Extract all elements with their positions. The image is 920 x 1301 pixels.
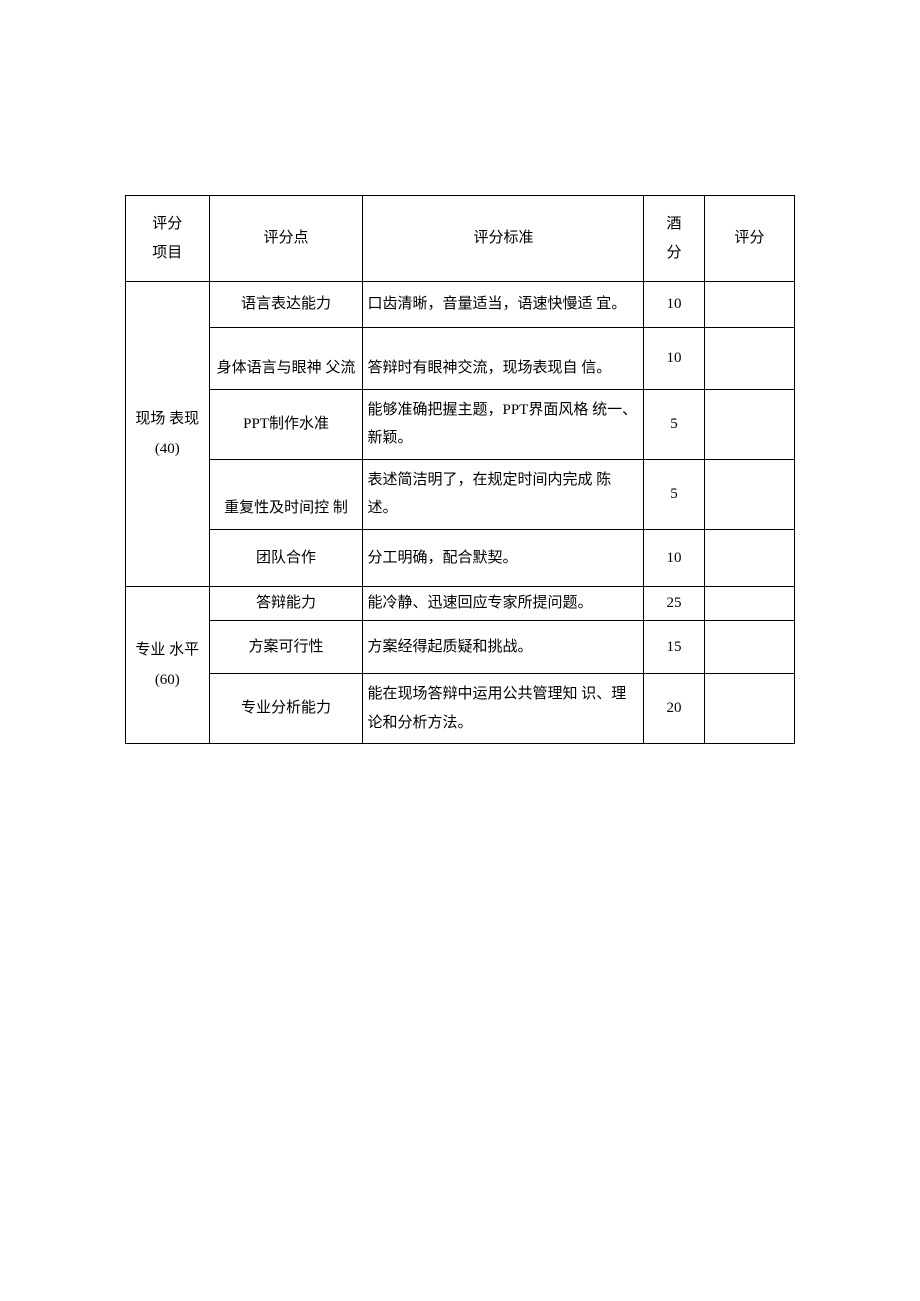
standard-cell: 能冷静、迅速回应专家所提问题。 bbox=[363, 587, 644, 621]
point-cell: PPT制作水准 bbox=[209, 389, 363, 459]
category-cell-2: 专业 水平 (60) bbox=[126, 587, 210, 744]
rating-cell bbox=[704, 389, 794, 459]
header-rating: 评分 bbox=[704, 196, 794, 282]
table-header-row: 评分 项目 评分点 评分标准 酒 分 评分 bbox=[126, 196, 795, 282]
score-cell: 10 bbox=[644, 529, 704, 587]
point-cell: 团队合作 bbox=[209, 529, 363, 587]
score-cell: 5 bbox=[644, 389, 704, 459]
standard-cell: 方案经得起质疑和挑战。 bbox=[363, 620, 644, 674]
header-score: 酒 分 bbox=[644, 196, 704, 282]
rating-cell bbox=[704, 459, 794, 529]
header-category-l2: 项目 bbox=[152, 245, 182, 261]
score-cell: 5 bbox=[644, 459, 704, 529]
table-row: 重复性及时间控 制 表述简洁明了，在规定时间内完成 陈述。 5 bbox=[126, 459, 795, 529]
score-cell: 20 bbox=[644, 674, 704, 744]
header-standard: 评分标准 bbox=[363, 196, 644, 282]
header-category: 评分 项目 bbox=[126, 196, 210, 282]
standard-cell: 能够准确把握主题，PPT界面风格 统一、新颖。 bbox=[363, 389, 644, 459]
header-point: 评分点 bbox=[209, 196, 363, 282]
standard-cell: 分工明确，配合默契。 bbox=[363, 529, 644, 587]
table-row: 专业 水平 (60) 答辩能力 能冷静、迅速回应专家所提问题。 25 bbox=[126, 587, 795, 621]
category-1-line1: 现场 表现 bbox=[135, 411, 199, 427]
point-cell: 答辩能力 bbox=[209, 587, 363, 621]
category-cell-1: 现场 表现 (40) bbox=[126, 282, 210, 587]
header-score-l2: 分 bbox=[667, 245, 682, 261]
header-score-l1: 酒 bbox=[667, 216, 682, 232]
table-row: 身体语言与眼神 父流 答辩时有眼神交流，现场表现自 信。 10 bbox=[126, 327, 795, 389]
header-category-l1: 评分 bbox=[152, 216, 182, 232]
category-1-line2: (40) bbox=[155, 441, 180, 457]
point-cell: 专业分析能力 bbox=[209, 674, 363, 744]
rating-cell bbox=[704, 620, 794, 674]
rating-cell bbox=[704, 282, 794, 328]
table-row: 专业分析能力 能在现场答辩中运用公共管理知 识、理论和分析方法。 20 bbox=[126, 674, 795, 744]
rating-cell bbox=[704, 674, 794, 744]
score-cell: 15 bbox=[644, 620, 704, 674]
scoring-rubric-table: 评分 项目 评分点 评分标准 酒 分 评分 现场 表现 (40) 语言表达能力 … bbox=[125, 195, 795, 744]
table-row: 方案可行性 方案经得起质疑和挑战。 15 bbox=[126, 620, 795, 674]
score-cell: 10 bbox=[644, 327, 704, 389]
table-row: 现场 表现 (40) 语言表达能力 口齿清晰，音量适当，语速快慢适 宜。 10 bbox=[126, 282, 795, 328]
category-2-line2: (60) bbox=[155, 672, 180, 688]
standard-cell: 答辩时有眼神交流，现场表现自 信。 bbox=[363, 327, 644, 389]
point-cell: 方案可行性 bbox=[209, 620, 363, 674]
table-row: 团队合作 分工明确，配合默契。 10 bbox=[126, 529, 795, 587]
point-cell: 语言表达能力 bbox=[209, 282, 363, 328]
point-cell: 身体语言与眼神 父流 bbox=[209, 327, 363, 389]
category-2-line1: 专业 水平 bbox=[135, 642, 199, 658]
table-row: PPT制作水准 能够准确把握主题，PPT界面风格 统一、新颖。 5 bbox=[126, 389, 795, 459]
point-cell: 重复性及时间控 制 bbox=[209, 459, 363, 529]
standard-cell: 能在现场答辩中运用公共管理知 识、理论和分析方法。 bbox=[363, 674, 644, 744]
rating-cell bbox=[704, 327, 794, 389]
rating-cell bbox=[704, 529, 794, 587]
standard-cell: 表述简洁明了，在规定时间内完成 陈述。 bbox=[363, 459, 644, 529]
score-cell: 10 bbox=[644, 282, 704, 328]
rating-cell bbox=[704, 587, 794, 621]
score-cell: 25 bbox=[644, 587, 704, 621]
standard-cell: 口齿清晰，音量适当，语速快慢适 宜。 bbox=[363, 282, 644, 328]
